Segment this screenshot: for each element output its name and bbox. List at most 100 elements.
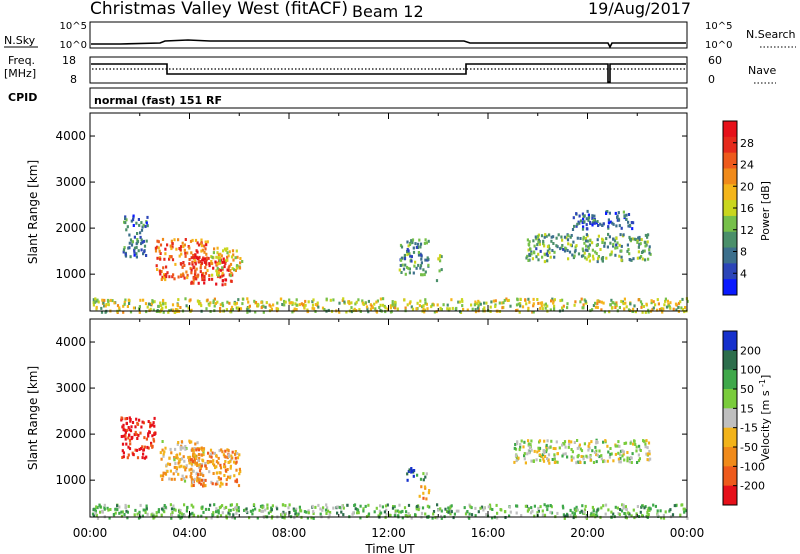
scatter-cell bbox=[593, 221, 596, 225]
scatter-cell bbox=[373, 302, 376, 306]
scatter-cell bbox=[219, 463, 222, 467]
scatter-cell bbox=[213, 503, 216, 507]
colorbar-swatch bbox=[723, 447, 737, 467]
scatter-cell bbox=[542, 242, 545, 246]
scatter-cell bbox=[569, 235, 572, 239]
scatter-cell bbox=[642, 249, 645, 253]
scatter-cell bbox=[607, 218, 610, 222]
scatter-cell bbox=[197, 281, 200, 285]
scatter-cell bbox=[545, 252, 548, 256]
scatter-cell bbox=[181, 474, 184, 478]
scatter-cell bbox=[608, 310, 611, 314]
scatter-cell bbox=[164, 278, 167, 282]
scatter-cell bbox=[190, 281, 193, 285]
scatter-cell bbox=[307, 511, 310, 515]
colorbar-swatch bbox=[723, 485, 737, 506]
scatter-cell bbox=[193, 457, 196, 461]
scatter-cell bbox=[196, 476, 199, 480]
scatter-cell bbox=[581, 504, 584, 508]
scatter-cell bbox=[543, 503, 546, 507]
scatter-cell bbox=[644, 442, 647, 446]
scatter-cell bbox=[533, 449, 536, 453]
scatter-cell bbox=[606, 459, 609, 463]
scatter-cell bbox=[138, 510, 141, 514]
scatter-cell bbox=[509, 510, 512, 514]
scatter-cell bbox=[314, 303, 317, 306]
scatter-cell bbox=[141, 240, 144, 244]
scatter-cell bbox=[420, 253, 423, 257]
scatter-cell bbox=[617, 211, 620, 215]
xtick-label-1: 04:00 bbox=[172, 526, 207, 540]
scatter-cell bbox=[180, 252, 183, 256]
scatter-cell bbox=[675, 504, 678, 508]
scatter-cell bbox=[280, 513, 283, 517]
scatter-cell bbox=[505, 297, 508, 301]
scatter-cell bbox=[528, 446, 532, 449]
scatter-cell bbox=[638, 256, 641, 260]
scatter-cell bbox=[230, 308, 233, 312]
scatter-cell bbox=[400, 258, 403, 262]
scatter-cell bbox=[435, 279, 439, 283]
scatter-cell bbox=[241, 302, 244, 306]
scatter-cell bbox=[125, 509, 128, 513]
scatter-cell bbox=[406, 478, 409, 482]
scatter-cell bbox=[221, 301, 224, 305]
scatter-cell bbox=[614, 302, 617, 306]
scatter-cell bbox=[423, 308, 426, 312]
scatter-cell bbox=[545, 450, 548, 454]
scatter-cell bbox=[648, 506, 651, 510]
scatter-cell bbox=[525, 302, 528, 306]
scatter-cell bbox=[164, 274, 167, 278]
scatter-cell bbox=[415, 266, 418, 270]
scatter-cell bbox=[142, 252, 145, 256]
scatter-cell bbox=[254, 507, 257, 511]
scatter-cell bbox=[226, 268, 229, 272]
scatter-cell bbox=[129, 429, 133, 433]
scatter-cell bbox=[556, 245, 559, 249]
scatter-cell bbox=[284, 504, 287, 508]
scatter-cell bbox=[245, 509, 248, 513]
scatter-cell bbox=[433, 310, 436, 314]
scatter-cell bbox=[103, 298, 106, 302]
scatter-cell bbox=[398, 268, 401, 272]
scatter-cell bbox=[223, 465, 226, 469]
scatter-cell bbox=[359, 516, 362, 520]
scatter-cell bbox=[501, 306, 504, 310]
colorbar-tick-label: -100 bbox=[740, 460, 765, 473]
scatter-cell bbox=[533, 514, 536, 518]
scatter-cell bbox=[185, 465, 188, 469]
ytick-label-1000: 1000 bbox=[55, 267, 86, 281]
scatter-cell bbox=[582, 306, 585, 310]
scatter-cell bbox=[219, 477, 222, 481]
scatter-cell bbox=[192, 255, 195, 259]
scatter-cell bbox=[132, 218, 135, 222]
scatter-cell bbox=[647, 233, 650, 237]
scatter-cell bbox=[641, 514, 644, 518]
scatter-region-6 bbox=[513, 438, 652, 465]
scatter-cell bbox=[221, 266, 224, 270]
scatter-cell bbox=[146, 215, 149, 219]
scatter-cell bbox=[615, 236, 618, 240]
scatter-cell bbox=[191, 260, 194, 264]
scatter-cell bbox=[394, 509, 397, 513]
scatter-cell bbox=[200, 304, 203, 308]
scatter-cell bbox=[419, 245, 422, 249]
scatter-cell bbox=[275, 505, 278, 509]
scatter-cell bbox=[405, 510, 408, 514]
scatter-cell bbox=[174, 447, 177, 451]
scatter-cell bbox=[254, 301, 258, 304]
scatter-cell bbox=[626, 451, 629, 454]
scatter-cell bbox=[416, 473, 419, 477]
scatter-cell bbox=[564, 246, 567, 250]
scatter-cell bbox=[573, 303, 576, 307]
scatter-cell bbox=[151, 434, 154, 438]
scatter-cell bbox=[476, 306, 480, 310]
scatter-cell bbox=[581, 227, 585, 231]
scatter-cell bbox=[532, 297, 535, 301]
scatter-cell bbox=[532, 302, 535, 306]
scatter-cell bbox=[514, 443, 517, 446]
scatter-cell bbox=[124, 221, 127, 225]
scatter-cell bbox=[607, 226, 610, 230]
scatter-cell bbox=[168, 456, 171, 460]
